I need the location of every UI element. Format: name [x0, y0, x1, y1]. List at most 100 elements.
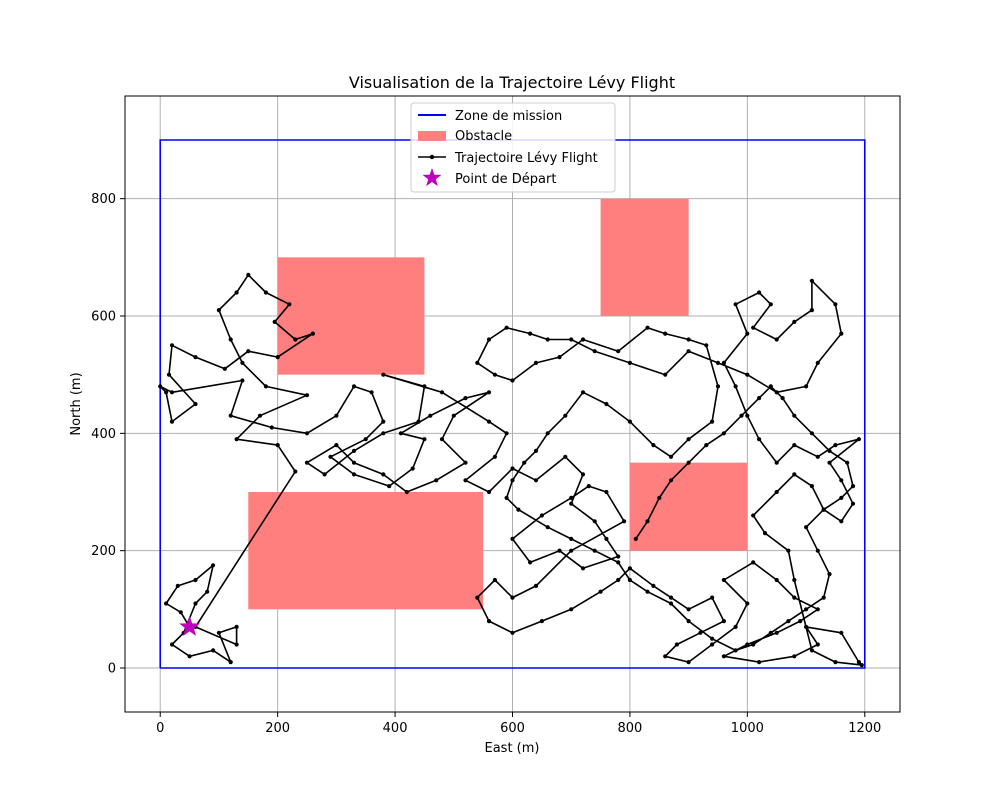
trajectory-point	[827, 460, 832, 465]
trajectory-point	[768, 630, 773, 635]
trajectory-point	[686, 337, 691, 342]
trajectory-point	[234, 642, 239, 647]
trajectory-point	[774, 577, 779, 583]
x-axis-label: East (m)	[485, 741, 540, 756]
trajectory-point	[240, 360, 245, 365]
x-tick-label: 800	[618, 721, 643, 736]
trajectory-point	[563, 454, 568, 459]
trajectory-point	[833, 660, 838, 665]
trajectory-point	[774, 630, 779, 635]
trajectory-point	[792, 654, 797, 659]
trajectory-point	[580, 472, 586, 477]
trajectory-point	[486, 489, 492, 495]
trajectory-point	[569, 501, 574, 506]
trajectory-point	[757, 660, 762, 665]
trajectory-point	[351, 460, 357, 465]
trajectory-point	[604, 536, 609, 542]
trajectory-point	[704, 443, 709, 448]
trajectory-point	[827, 448, 832, 453]
trajectory-point	[627, 419, 633, 424]
trajectory-point	[645, 325, 650, 330]
trajectory-point	[169, 390, 175, 395]
trajectory-point	[815, 360, 820, 365]
trajectory-point	[604, 489, 609, 495]
trajectory-point	[616, 554, 621, 559]
trajectory-point	[856, 437, 862, 442]
trajectory-point	[733, 624, 738, 630]
trajectory-point	[504, 325, 509, 330]
trajectory-point	[633, 536, 638, 542]
trajectory-point	[234, 290, 239, 295]
trajectory-point	[839, 630, 844, 635]
trajectory-point	[486, 337, 492, 342]
trajectory-point	[768, 302, 773, 307]
x-tick-label: 0	[156, 721, 164, 736]
trajectory-point	[545, 525, 550, 530]
trajectory-point	[792, 577, 797, 583]
trajectory-point	[310, 331, 315, 336]
trajectory-point	[193, 401, 198, 407]
trajectory-point	[334, 443, 339, 448]
trajectory-point	[334, 413, 339, 418]
trajectory-point	[721, 577, 727, 583]
trajectory-point	[228, 337, 233, 342]
trajectory-point	[792, 443, 797, 448]
obstacle-rect	[600, 198, 689, 316]
trajectory-point	[592, 548, 597, 553]
trajectory-line	[159, 274, 863, 666]
trajectory-point	[351, 472, 357, 477]
y-tick-label: 800	[91, 192, 116, 207]
trajectory-point	[533, 360, 539, 365]
trajectory-point	[715, 360, 721, 365]
trajectory-point	[363, 437, 368, 442]
trajectory-point	[569, 536, 574, 542]
x-tick-label: 600	[500, 721, 525, 736]
trajectory-point	[211, 563, 216, 568]
trajectory-point	[580, 390, 586, 395]
trajectory-point	[193, 577, 198, 583]
trajectory-point	[815, 642, 820, 647]
trajectory-point	[751, 642, 756, 647]
trajectory-point	[839, 519, 844, 524]
trajectory-point	[381, 419, 386, 424]
trajectory-point	[833, 302, 838, 307]
x-tick-label: 400	[383, 721, 408, 736]
trajectory-point	[751, 560, 756, 565]
trajectory-point	[815, 454, 820, 459]
trajectory-point	[193, 601, 198, 606]
trajectory-point	[211, 648, 216, 653]
trajectory-point	[516, 507, 521, 512]
legend-swatch-obstacle	[418, 131, 446, 141]
trajectory-point	[710, 636, 715, 641]
trajectory-point	[580, 337, 586, 342]
y-tick-label: 400	[91, 427, 116, 442]
trajectory-point	[169, 642, 175, 647]
trajectory-point	[827, 572, 832, 577]
trajectory-point	[804, 384, 809, 389]
trajectory-point	[510, 630, 515, 635]
x-tick-label: 200	[265, 721, 290, 736]
trajectory-point	[856, 660, 862, 665]
trajectory-point	[434, 478, 439, 483]
trajectory-point	[387, 484, 392, 489]
trajectory-point	[839, 478, 844, 483]
trajectory-point	[492, 454, 497, 459]
trajectory-point	[228, 660, 233, 665]
trajectory-point	[510, 378, 515, 383]
trajectory-point	[234, 437, 239, 442]
mission-zone-layer	[159, 139, 866, 669]
trajectory-point	[645, 519, 650, 524]
trajectory-point	[850, 501, 856, 506]
trajectory-point	[216, 308, 221, 313]
trajectory-point	[809, 431, 815, 436]
trajectory-point	[580, 566, 586, 571]
trajectory-point	[539, 513, 545, 518]
obstacle-rect	[248, 492, 484, 610]
x-tick-label: 1000	[731, 721, 764, 736]
trajectory-point	[222, 366, 227, 371]
trajectory-point	[809, 648, 815, 653]
trajectory-point	[686, 460, 691, 465]
trajectory-point	[228, 413, 233, 418]
trajectory-point	[304, 431, 310, 436]
trajectory-point	[178, 610, 183, 615]
